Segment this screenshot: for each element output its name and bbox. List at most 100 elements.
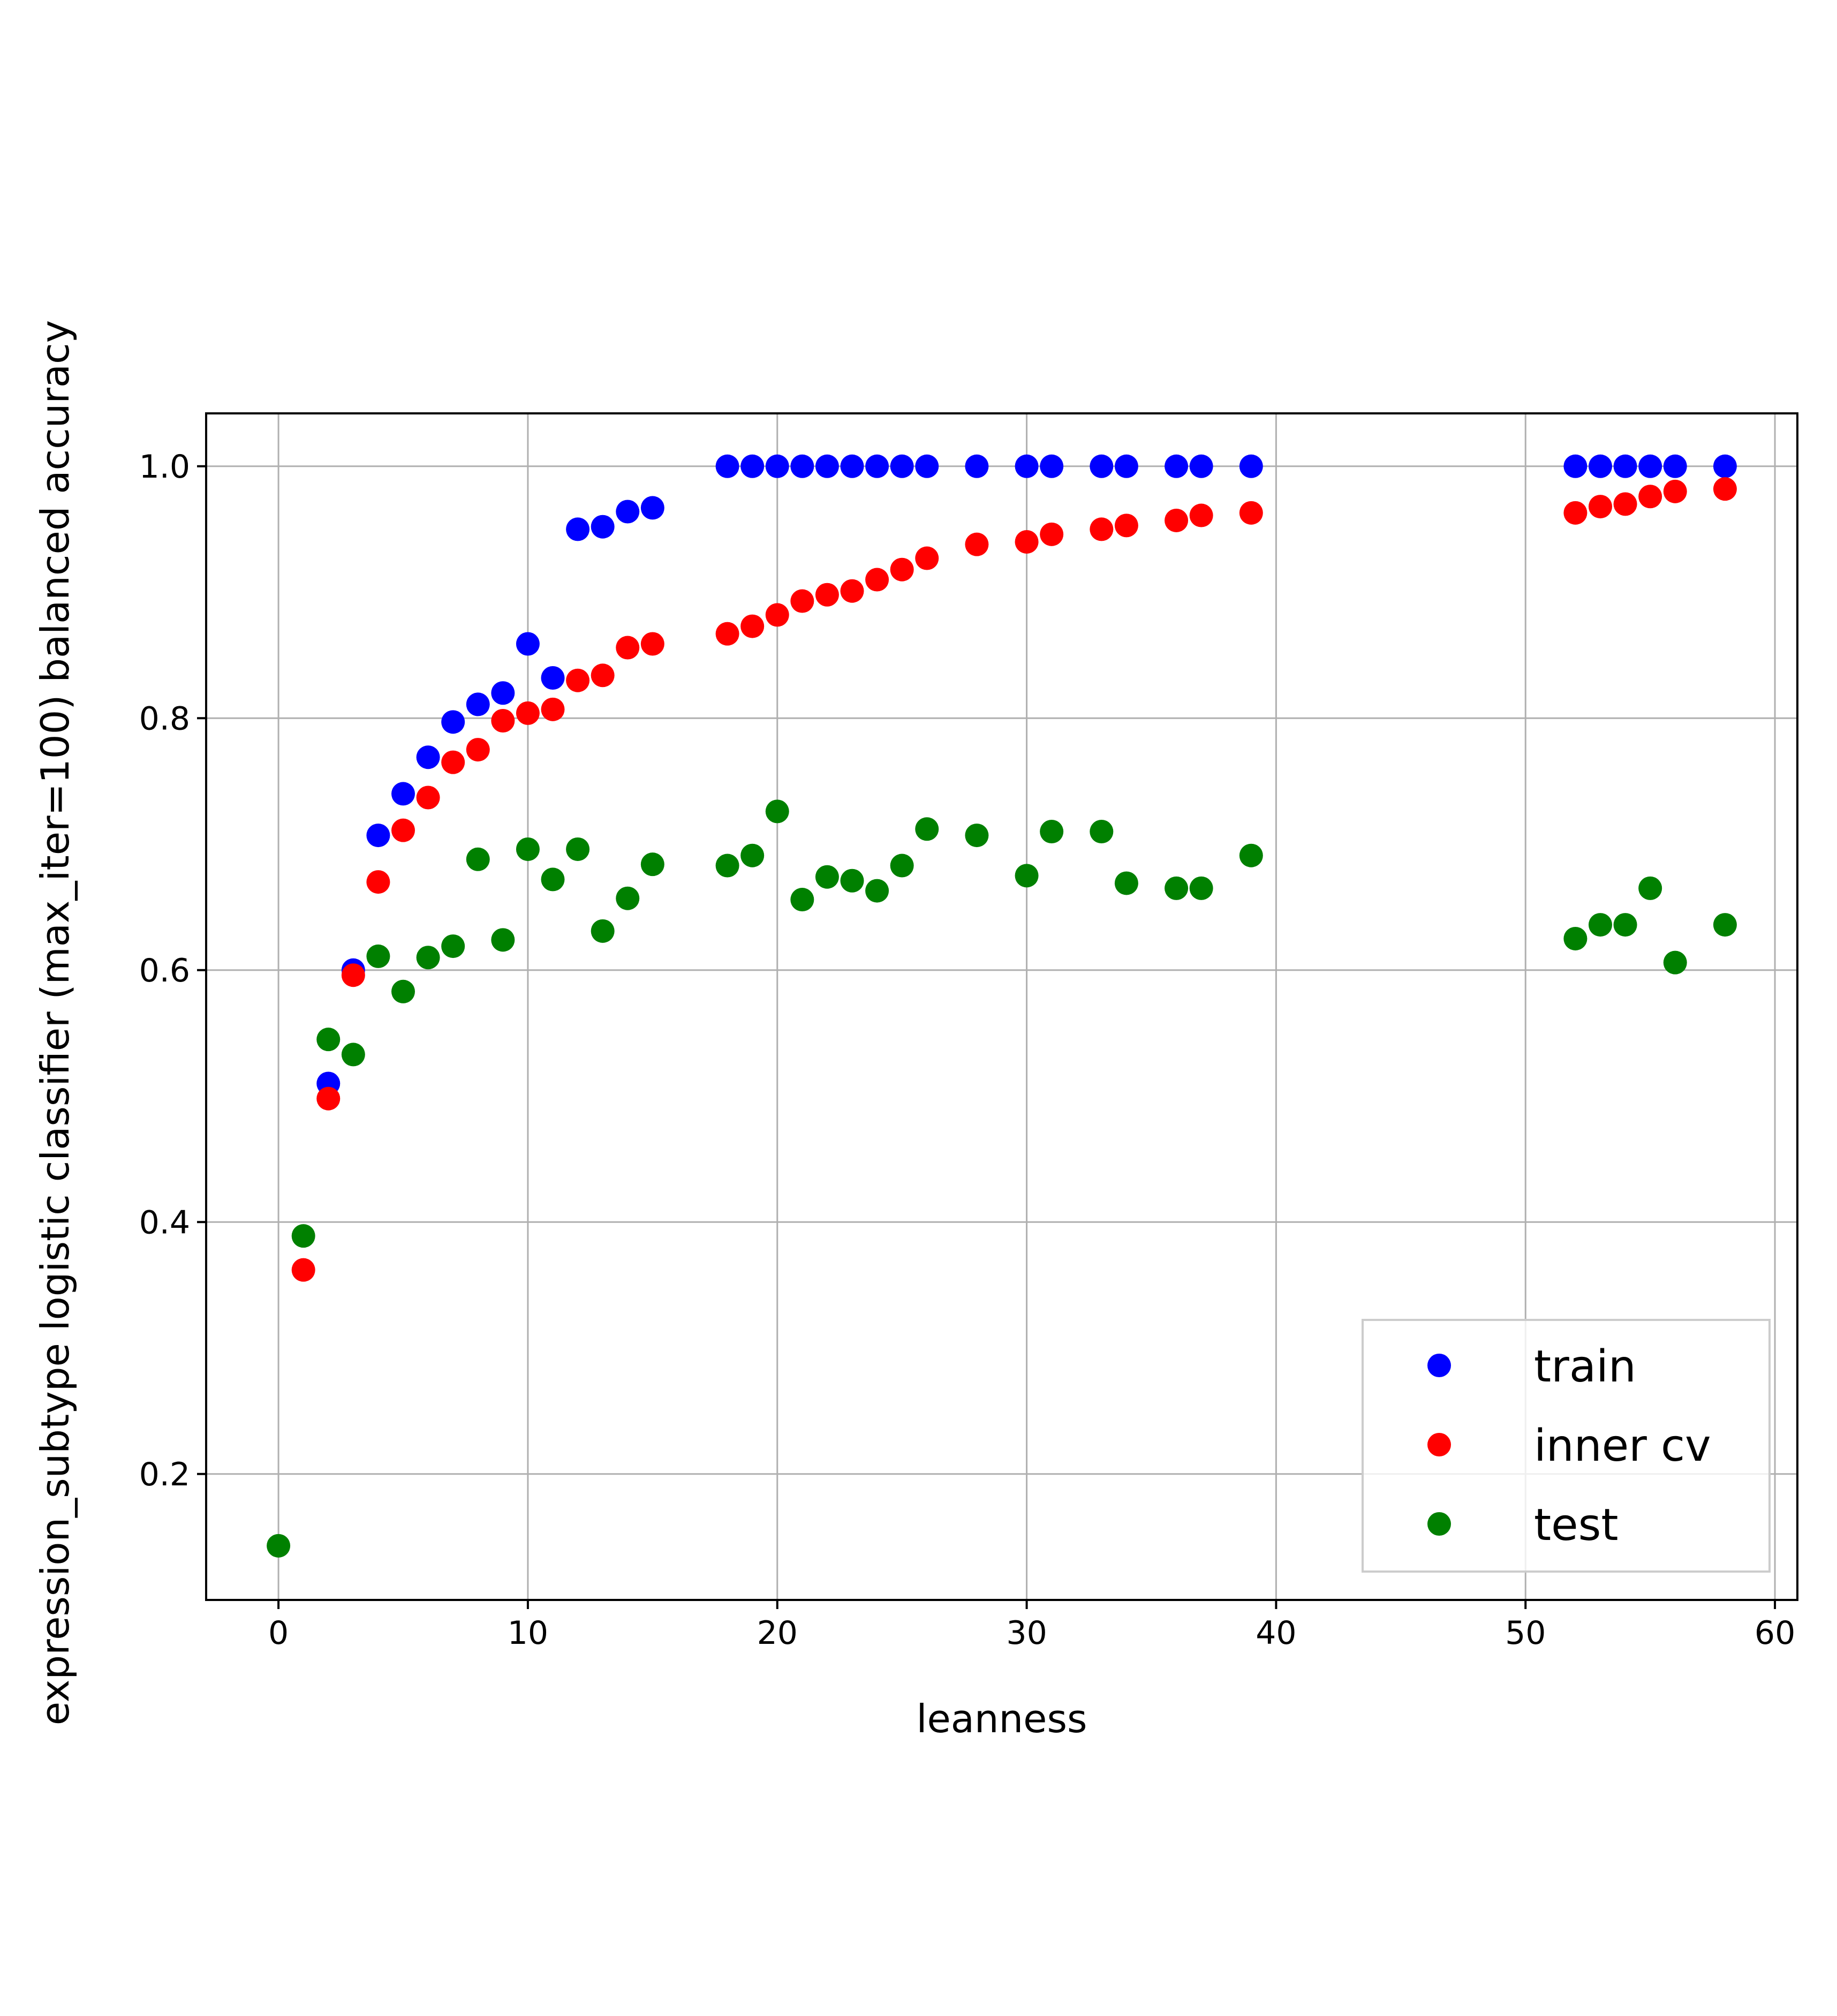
point-train (815, 454, 839, 478)
point-inner-cv (790, 589, 814, 613)
point-train (1663, 454, 1687, 478)
y-tick-label: 1.0 (139, 448, 190, 486)
point-test (1189, 876, 1213, 900)
point-test (441, 934, 465, 958)
point-inner-cv (890, 557, 914, 582)
y-tick-label: 0.6 (139, 952, 190, 990)
y-tick-label: 0.4 (139, 1204, 190, 1241)
point-inner-cv (1090, 517, 1114, 541)
point-inner-cv (765, 603, 789, 627)
point-train (541, 666, 565, 690)
point-train (366, 824, 390, 848)
x-tick-label: 0 (268, 1614, 289, 1652)
point-inner-cv (965, 532, 989, 556)
point-train (865, 454, 889, 478)
point-inner-cv (740, 614, 765, 638)
legend-marker (1427, 1354, 1451, 1377)
x-tick-label: 50 (1505, 1614, 1546, 1652)
point-test (765, 799, 789, 824)
point-train (1613, 454, 1637, 478)
point-test (366, 944, 390, 968)
point-test (815, 865, 839, 889)
point-test (840, 869, 864, 893)
point-test (1040, 820, 1064, 844)
point-inner-cv (1588, 495, 1612, 519)
x-tick-label: 30 (1006, 1614, 1047, 1652)
point-train (1563, 454, 1587, 478)
point-train (1713, 454, 1737, 478)
point-inner-cv (1114, 514, 1138, 538)
y-tick-label: 0.8 (139, 700, 190, 737)
point-inner-cv (715, 622, 739, 646)
point-train (765, 454, 789, 478)
point-inner-cv (1663, 479, 1687, 503)
y-axis-ticks: 0.2 0.4 0.6 0.8 1.0 (139, 448, 206, 1493)
point-inner-cv (1040, 522, 1064, 546)
x-tick-label: 20 (757, 1614, 798, 1652)
point-inner-cv (316, 1086, 341, 1111)
point-test (316, 1028, 341, 1052)
legend-marker (1427, 1512, 1451, 1536)
point-test (1015, 864, 1039, 888)
point-train (516, 632, 540, 656)
x-tick-label: 60 (1755, 1614, 1795, 1652)
point-inner-cv (566, 668, 590, 692)
point-train (1015, 454, 1039, 478)
point-test (1613, 913, 1637, 937)
point-test (1713, 913, 1737, 937)
point-test (1165, 876, 1189, 900)
point-inner-cv (341, 963, 365, 987)
legend: train inner cv test (1362, 1319, 1771, 1573)
point-test (890, 854, 914, 878)
point-test (466, 847, 490, 871)
legend-label: train (1534, 1341, 1636, 1392)
legend-label: inner cv (1534, 1421, 1711, 1471)
point-inner-cv (291, 1258, 315, 1282)
point-test (640, 852, 664, 877)
point-inner-cv (516, 701, 540, 725)
point-test (740, 843, 765, 867)
point-train (416, 745, 440, 769)
point-train (1189, 454, 1213, 478)
point-test (391, 979, 415, 1003)
point-train (1588, 454, 1612, 478)
point-train (890, 454, 914, 478)
point-test (566, 837, 590, 861)
point-test (267, 1534, 291, 1558)
point-inner-cv (591, 663, 615, 688)
point-train (840, 454, 864, 478)
point-test (291, 1224, 315, 1248)
point-train (591, 515, 615, 539)
point-test (1114, 871, 1138, 895)
point-test (516, 837, 540, 861)
point-test (715, 854, 739, 878)
point-train (391, 782, 415, 806)
legend-label: test (1534, 1500, 1618, 1551)
point-test (1563, 926, 1587, 950)
point-test (965, 824, 989, 848)
point-inner-cv (416, 786, 440, 810)
legend-marker (1427, 1433, 1451, 1456)
point-inner-cv (616, 636, 640, 660)
point-inner-cv (1563, 501, 1587, 525)
point-inner-cv (865, 568, 889, 592)
point-train (740, 454, 765, 478)
point-train (715, 454, 739, 478)
plot-frame (205, 412, 1798, 1601)
point-test (416, 946, 440, 970)
point-train (1114, 454, 1138, 478)
data-points (267, 454, 1737, 1558)
point-test (865, 879, 889, 903)
point-inner-cv (1015, 530, 1039, 554)
point-train (790, 454, 814, 478)
point-test (1663, 950, 1687, 975)
point-test (341, 1043, 365, 1067)
point-inner-cv (1638, 485, 1662, 509)
point-test (491, 928, 515, 952)
point-inner-cv (1165, 508, 1189, 532)
point-test (1239, 843, 1263, 867)
point-train (441, 710, 465, 734)
point-train (640, 496, 664, 520)
